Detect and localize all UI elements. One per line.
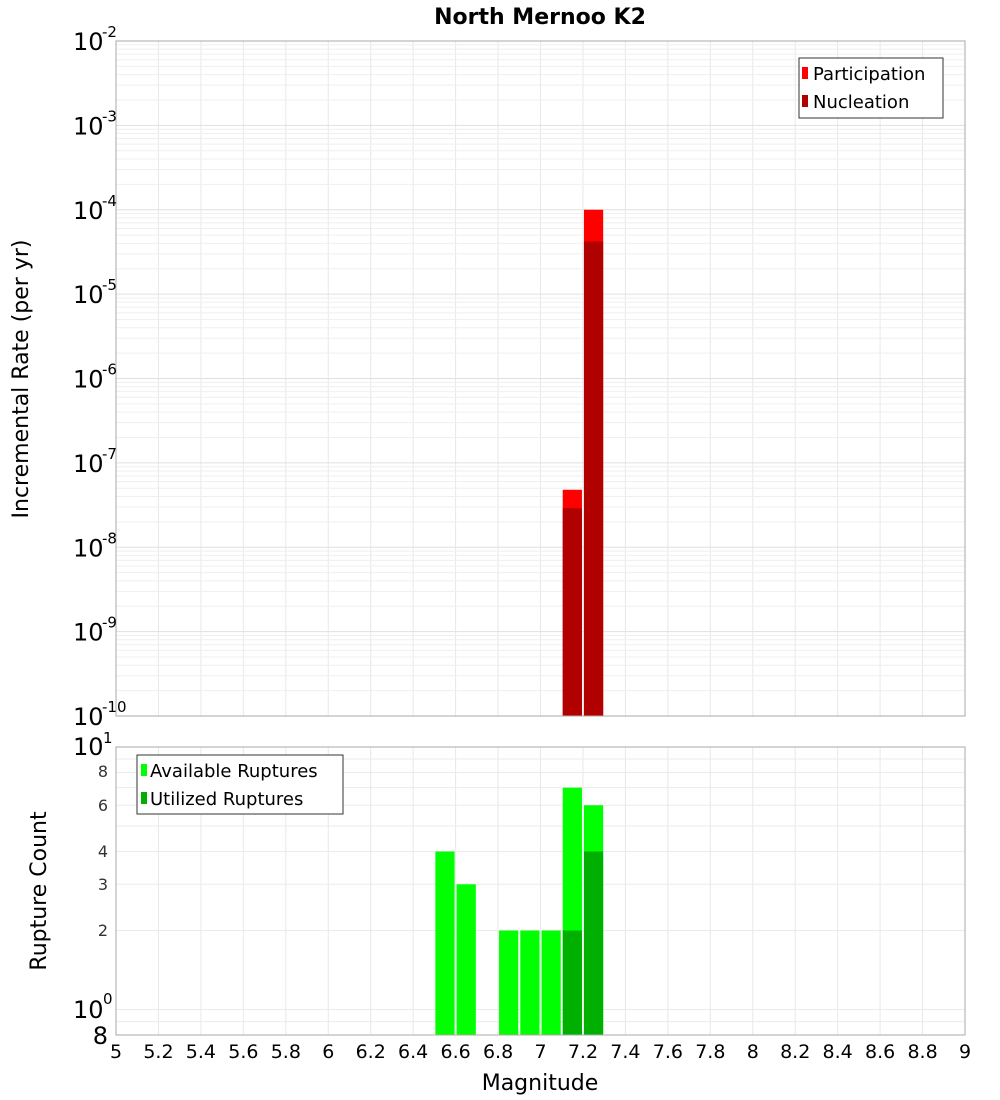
svg-text:8: 8 xyxy=(98,762,108,781)
chart-title: North Mernoo K2 xyxy=(434,5,646,30)
svg-text:-4: -4 xyxy=(102,192,117,210)
utilized-ruptures-bar xyxy=(562,930,582,1035)
svg-text:-2: -2 xyxy=(102,23,117,41)
x-tick-label: 9 xyxy=(959,1041,971,1063)
available-ruptures-bar xyxy=(435,851,455,1035)
top-y-tick-label: 10 xyxy=(73,197,104,225)
top-bars xyxy=(562,209,604,717)
top-y-tick-label: 10 xyxy=(73,28,104,56)
svg-text:-6: -6 xyxy=(102,361,117,379)
svg-text:-9: -9 xyxy=(102,614,117,632)
x-tick-label: 8 xyxy=(747,1041,759,1063)
x-tick-label: 6.4 xyxy=(398,1041,428,1063)
nucleation-bar xyxy=(583,241,604,717)
svg-text:-8: -8 xyxy=(102,529,117,547)
available-ruptures-bar xyxy=(499,930,519,1035)
top-legend: Participation Nucleation xyxy=(798,57,944,119)
x-tick-label: 8.8 xyxy=(907,1041,937,1063)
top-y-axis-label: Incremental Rate (per yr) xyxy=(9,240,34,519)
participation-legend-label: Participation xyxy=(813,64,925,85)
utilized-legend-label: Utilized Ruptures xyxy=(150,789,303,810)
x-tick-label: 8.4 xyxy=(823,1041,853,1063)
x-tick-label: 7.8 xyxy=(695,1041,725,1063)
x-tick-label: 5 xyxy=(110,1041,122,1063)
utilized-ruptures-bar xyxy=(583,851,604,1035)
bottom-y-tick-labels: 10 1 8 6 4 3 2 10 0 8 xyxy=(73,729,113,1050)
x-tick-label: 6 xyxy=(322,1041,334,1063)
x-tick-label: 5.8 xyxy=(271,1041,301,1063)
x-tick-label: 5.4 xyxy=(186,1041,216,1063)
available-legend-label: Available Ruptures xyxy=(150,761,318,782)
top-y-tick-label: 10 xyxy=(73,366,104,394)
available-legend-swatch xyxy=(141,764,147,776)
svg-text:-10: -10 xyxy=(102,698,127,716)
x-axis-label: Magnitude xyxy=(482,1071,599,1096)
x-tick-label: 7 xyxy=(534,1041,546,1063)
x-tick-label: 8.2 xyxy=(780,1041,810,1063)
bottom-gridlines xyxy=(115,747,966,1036)
top-y-tick-label: 10 xyxy=(73,281,104,309)
x-tick-label: 5.2 xyxy=(143,1041,173,1063)
svg-text:3: 3 xyxy=(98,875,108,894)
x-tick-label: 5.6 xyxy=(228,1041,258,1063)
top-gridlines xyxy=(115,41,966,717)
top-y-tick-label: 10 xyxy=(73,534,104,562)
bottom-bars xyxy=(435,787,604,1035)
available-ruptures-bar xyxy=(456,884,476,1035)
bottom-y-axis-label: Rupture Count xyxy=(27,811,52,971)
utilized-legend-swatch xyxy=(141,792,147,804)
top-panel: 10-210-310-410-510-610-710-810-910-10 In… xyxy=(9,23,966,731)
x-tick-labels: 5 5.2 5.4 5.6 5.8 6 6.2 6.4 6.6 6.8 7 7.2 7.4 7.6 7.8 8… xyxy=(110,1041,971,1063)
svg-text:4: 4 xyxy=(98,842,108,861)
available-ruptures-bar xyxy=(520,930,540,1035)
svg-text:6: 6 xyxy=(98,796,108,815)
x-tick-label: 7.2 xyxy=(568,1041,598,1063)
top-y-tick-label: 10 xyxy=(73,703,104,731)
participation-legend-swatch xyxy=(802,67,808,79)
svg-text:8: 8 xyxy=(93,1022,108,1050)
top-plot-frame xyxy=(115,40,966,717)
nucleation-legend-label: Nucleation xyxy=(813,92,909,113)
svg-text:1: 1 xyxy=(103,729,113,747)
top-y-tick-labels: 10-210-310-410-510-610-710-810-910-10 xyxy=(73,23,127,731)
svg-text:-3: -3 xyxy=(102,107,117,125)
x-tick-label: 6.8 xyxy=(483,1041,513,1063)
x-tick-label: 7.4 xyxy=(610,1041,640,1063)
available-ruptures-bar xyxy=(541,930,561,1035)
bottom-panel: 10 1 8 6 4 3 2 10 0 8 Rupture Count Avai… xyxy=(27,729,971,1096)
top-y-tick-label: 10 xyxy=(73,619,104,647)
nucleation-legend-swatch xyxy=(802,95,808,107)
x-tick-label: 6.6 xyxy=(440,1041,470,1063)
svg-text:10: 10 xyxy=(73,733,104,761)
bottom-legend: Available Ruptures Utilized Ruptures xyxy=(136,754,344,815)
x-tick-label: 6.2 xyxy=(356,1041,386,1063)
svg-text:10: 10 xyxy=(73,996,104,1024)
top-y-tick-label: 10 xyxy=(73,450,104,478)
bottom-plot-frame xyxy=(115,746,966,1036)
svg-text:0: 0 xyxy=(103,990,113,1008)
x-tick-label: 7.6 xyxy=(653,1041,683,1063)
svg-text:2: 2 xyxy=(98,921,108,940)
svg-text:-7: -7 xyxy=(102,445,117,463)
nucleation-bar xyxy=(562,508,582,716)
svg-text:-5: -5 xyxy=(102,276,117,294)
top-y-tick-label: 10 xyxy=(73,112,104,140)
x-tick-label: 8.6 xyxy=(865,1041,895,1063)
